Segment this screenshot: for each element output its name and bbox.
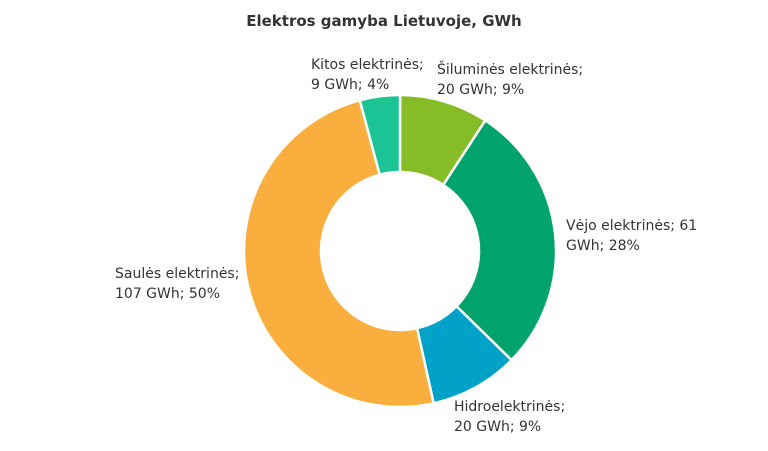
chart-title: Elektros gamyba Lietuvoje, GWh: [246, 12, 522, 30]
label-siluomines-line2: 20 GWh; 9%: [437, 82, 525, 98]
label-siluomines: Šiluminės elektrinės; 20 GWh; 9%: [437, 60, 583, 100]
label-kitos-line2: 9 GWh; 4%: [311, 77, 390, 93]
slice-kitos: [358, 93, 402, 176]
label-kitos: Kitos elektrinės; 9 GWh; 4%: [311, 55, 424, 95]
label-kitos-line1: Kitos elektrinės;: [311, 57, 424, 73]
label-siluomines-line1: Šiluminės elektrinės;: [437, 62, 584, 78]
label-hidro-line1: Hidroelektrinės;: [454, 399, 566, 415]
label-vejo: Vėjo elektrinės; 61 GWh; 28%: [566, 216, 697, 256]
slice-vejo: [441, 119, 558, 362]
label-vejo-line1: Vėjo elektrinės; 61: [566, 218, 698, 234]
label-hidro: Hidroelektrinės; 20 GWh; 9%: [454, 397, 565, 437]
label-saules-line1: Saulės elektrinės;: [115, 266, 240, 282]
slice-saules: [242, 99, 435, 409]
label-vejo-line2: GWh; 28%: [566, 238, 640, 254]
label-hidro-line2: 20 GWh; 9%: [454, 419, 542, 435]
label-saules: Saulės elektrinės; 107 GWh; 50%: [115, 264, 239, 304]
label-saules-line2: 107 GWh; 50%: [115, 286, 221, 302]
